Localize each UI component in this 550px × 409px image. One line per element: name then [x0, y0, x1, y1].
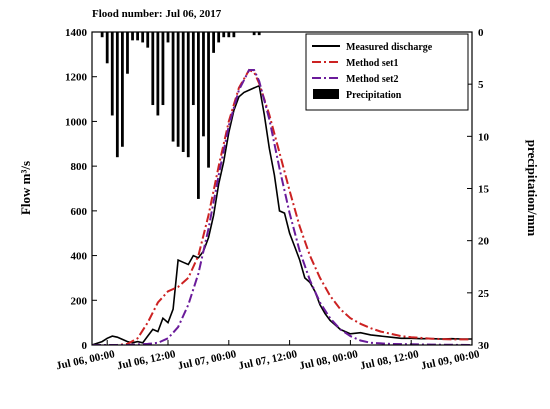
chart-title: Flood number: Jul 06, 2017 [92, 8, 222, 20]
precipitation-bar [136, 32, 139, 41]
right-tick-label: 20 [478, 236, 490, 248]
x-tick-label: Jul 08, 00:00 [298, 348, 359, 372]
legend: Measured discharge Method set1 Method set2… [305, 33, 469, 111]
precipitation-bar [171, 32, 175, 142]
series-line-measured-discharge [92, 84, 472, 345]
precipitation-bar [191, 32, 195, 106]
precipitation-bar [156, 32, 160, 116]
right-tick-label: 5 [478, 79, 484, 91]
precipitation-bar [212, 32, 215, 53]
x-tick-label: Jul 09, 00:00 [420, 348, 481, 372]
right-axis-label: precipitation/mm [525, 140, 540, 237]
left-tick-label: 400 [71, 251, 88, 263]
precipitation-bar [161, 32, 165, 106]
precipitation-bar [181, 32, 185, 152]
precipitation-bar [146, 32, 150, 48]
left-tick-label: 0 [82, 340, 88, 352]
x-tick-label: Jul 07, 12:00 [237, 348, 298, 372]
precipitation-bar [151, 32, 155, 106]
precipitation-bars [100, 32, 261, 199]
precipitation-bar [166, 32, 170, 43]
legend-label: Measured discharge [346, 42, 433, 53]
right-axis-ticks: 0 5 10 15 20 25 30 [467, 27, 490, 352]
precipitation-bar [176, 32, 180, 147]
right-tick-label: 10 [478, 131, 490, 143]
precipitation-bar [197, 32, 200, 199]
x-tick-label: Jul 07, 00:00 [177, 348, 238, 372]
precipitation-bar [217, 32, 221, 43]
precipitation-bar [110, 32, 114, 116]
right-tick-label: 30 [478, 340, 490, 352]
precipitation-bar [126, 32, 129, 74]
right-tick-label: 15 [478, 184, 490, 196]
right-tick-label: 0 [478, 27, 484, 39]
series-line-method-set2 [92, 69, 472, 345]
precipitation-bar [105, 32, 109, 64]
precipitation-bar [186, 32, 190, 158]
precipitation-bar [207, 32, 210, 168]
precipitation-bar [131, 32, 134, 41]
legend-swatch [313, 89, 339, 99]
left-tick-label: 1000 [65, 116, 88, 128]
left-tick-label: 1200 [65, 72, 88, 84]
precipitation-bar [141, 32, 145, 43]
left-tick-label: 600 [71, 206, 88, 218]
precipitation-bar [202, 32, 205, 137]
precipitation-bar [232, 32, 236, 38]
precipitation-bar [100, 32, 104, 38]
left-tick-label: 800 [71, 161, 88, 173]
series-lines [92, 68, 472, 345]
precipitation-bar [252, 32, 256, 36]
left-tick-label: 200 [71, 295, 88, 307]
precipitation-bar [121, 32, 124, 147]
right-tick-label: 25 [478, 288, 490, 300]
left-axis-label: Flow m³/s [18, 161, 33, 215]
legend-label: Method set1 [346, 58, 399, 69]
legend-label: Method set2 [346, 74, 399, 85]
precipitation-bar [257, 32, 261, 36]
left-axis-ticks: 0 200 400 600 800 1000 1200 1400 [65, 27, 97, 352]
precipitation-bar [222, 32, 226, 38]
x-tick-label: Jul 06, 12:00 [116, 348, 177, 372]
x-tick-label: Jul 08, 12:00 [359, 348, 420, 372]
precipitation-bar [115, 32, 119, 158]
left-tick-label: 1400 [65, 27, 88, 39]
precipitation-bar [227, 32, 231, 38]
legend-label: Precipitation [346, 90, 402, 101]
series-line-method-set1 [92, 68, 472, 345]
